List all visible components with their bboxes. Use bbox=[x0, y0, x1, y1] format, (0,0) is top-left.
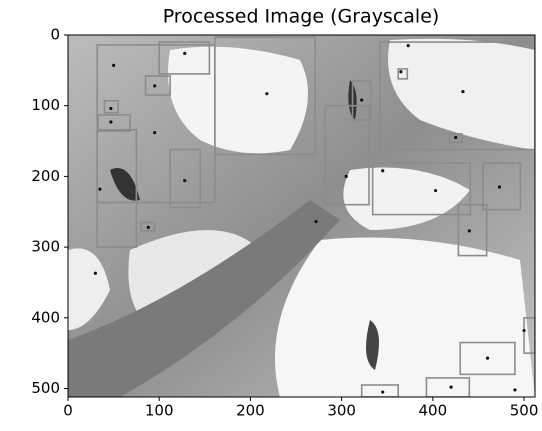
keypoint bbox=[407, 44, 410, 47]
keypoint bbox=[109, 107, 112, 110]
keypoint bbox=[153, 131, 156, 134]
keypoint bbox=[522, 329, 525, 332]
keypoint bbox=[147, 226, 150, 229]
keypoint bbox=[345, 175, 348, 178]
keypoint bbox=[109, 120, 112, 123]
keypoint bbox=[399, 70, 402, 73]
keypoint bbox=[454, 136, 457, 139]
keypoint bbox=[265, 92, 268, 95]
keypoint bbox=[381, 169, 384, 172]
y-tick-label: 200 bbox=[31, 167, 60, 185]
keypoint bbox=[498, 185, 501, 188]
keypoint bbox=[314, 220, 317, 223]
keypoint bbox=[98, 188, 101, 191]
keypoint bbox=[94, 272, 97, 275]
x-tick-label: 500 bbox=[510, 402, 539, 420]
x-tick-label: 200 bbox=[236, 402, 265, 420]
keypoint bbox=[112, 64, 115, 67]
x-tick-label: 400 bbox=[419, 402, 448, 420]
keypoint bbox=[153, 84, 156, 87]
y-tick-label: 100 bbox=[31, 96, 60, 114]
x-tick-label: 0 bbox=[63, 402, 73, 420]
keypoint bbox=[486, 357, 489, 360]
chart-title: Processed Image (Grayscale) bbox=[163, 6, 440, 28]
y-tick-label: 300 bbox=[31, 238, 60, 256]
keypoint bbox=[461, 90, 464, 93]
x-tick-label: 300 bbox=[327, 402, 356, 420]
keypoint bbox=[183, 52, 186, 55]
y-tick-label: 400 bbox=[31, 308, 60, 326]
keypoint bbox=[449, 386, 452, 389]
keypoint bbox=[381, 390, 384, 393]
chart: Processed Image (Grayscale) 0 100 200 300 40… bbox=[0, 0, 542, 427]
keypoint bbox=[183, 179, 186, 182]
keypoint bbox=[434, 189, 437, 192]
x-tick-label: 100 bbox=[145, 402, 174, 420]
keypoint bbox=[468, 229, 471, 232]
y-tick-label: 0 bbox=[50, 26, 60, 44]
y-tick-label: 500 bbox=[31, 379, 60, 397]
keypoint bbox=[513, 388, 516, 391]
keypoint bbox=[360, 98, 363, 101]
